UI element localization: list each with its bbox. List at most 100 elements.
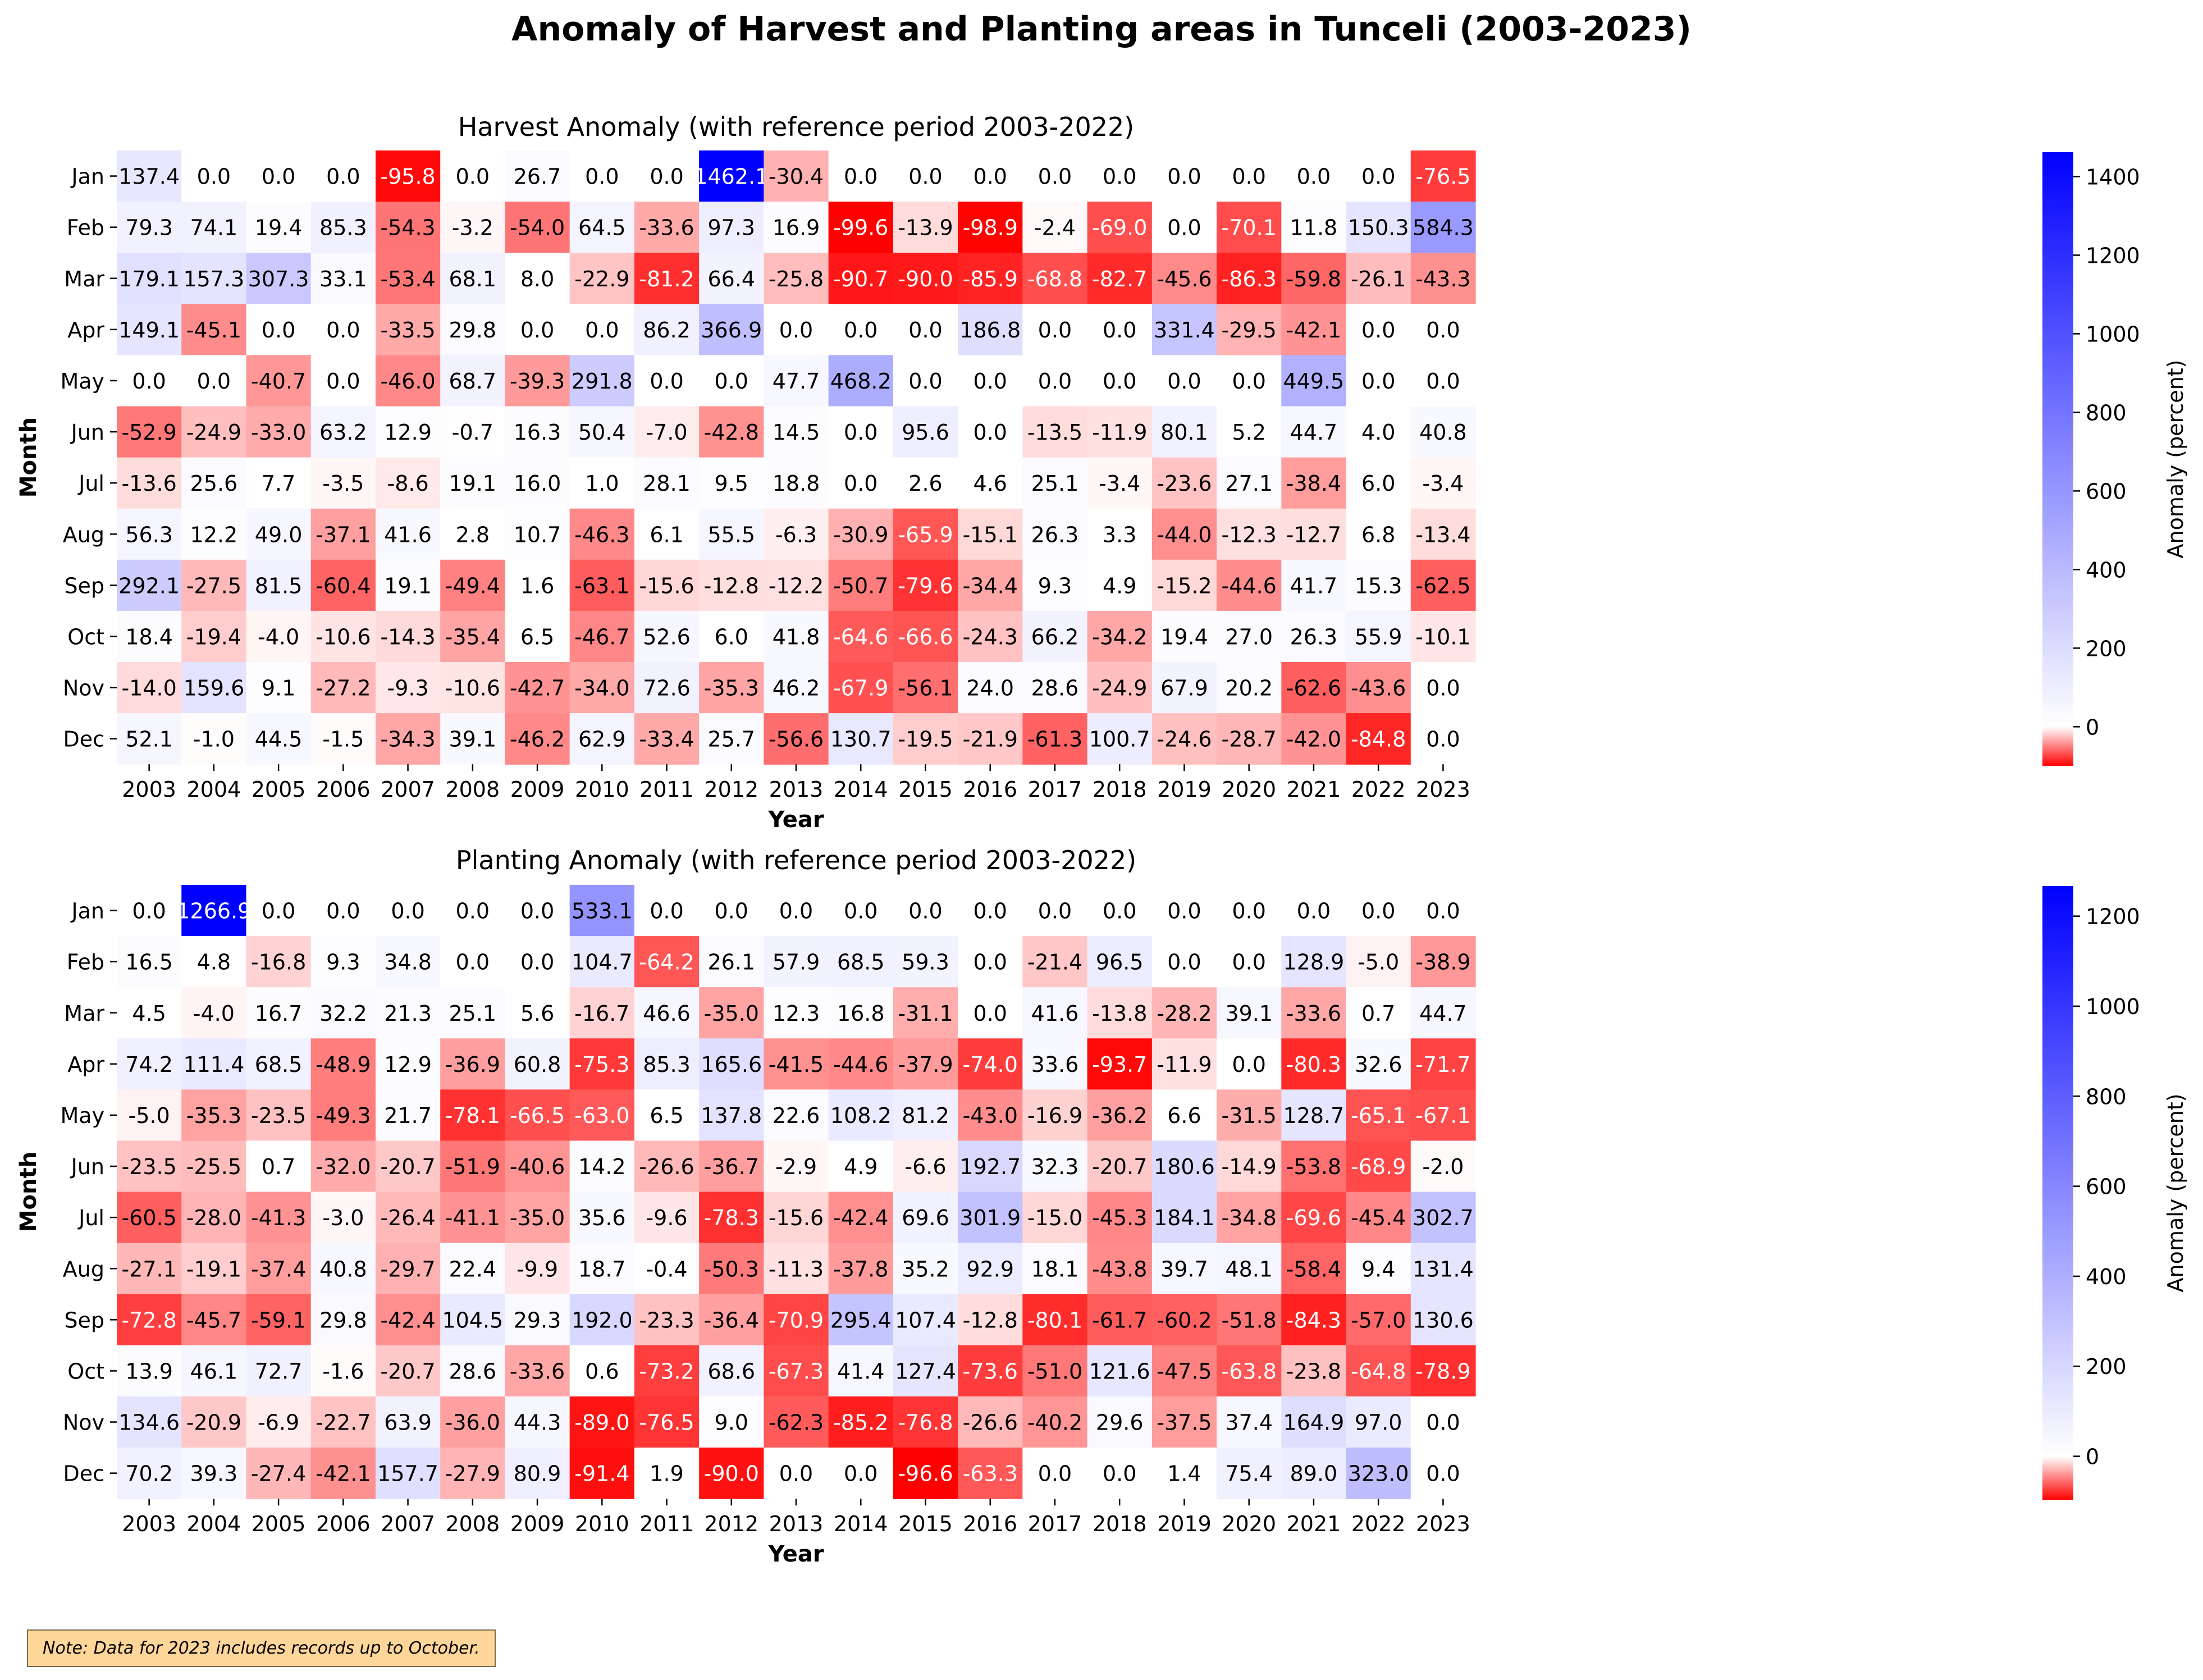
colorbar-label: Anomaly (percent) <box>2163 360 2188 559</box>
heatmap-cell <box>893 559 958 611</box>
heatmap-cell <box>117 1089 182 1142</box>
heatmap-cell <box>1217 610 1282 663</box>
cell-value-label: 104.7 <box>572 950 633 975</box>
heatmap-cell <box>1346 559 1411 611</box>
heatmap-cell <box>634 1191 700 1244</box>
colorbar-tick-label: 200 <box>2086 1354 2127 1379</box>
cell-value-label: -84.8 <box>1351 727 1406 752</box>
cell-value-label: -67.9 <box>833 676 888 701</box>
heatmap-cell <box>310 713 376 765</box>
heatmap-cell <box>893 1140 958 1193</box>
cell-value-label: -27.2 <box>316 676 371 701</box>
heatmap-cell <box>181 885 247 937</box>
cell-value-label: -26.4 <box>380 1206 435 1230</box>
cell-value-label: 44.7 <box>1290 420 1338 445</box>
cell-value-label: -62.6 <box>1286 676 1341 701</box>
cell-value-label: -44.0 <box>1157 522 1212 547</box>
heatmap-cell <box>958 1089 1023 1142</box>
cell-value-label: 12.9 <box>384 420 432 445</box>
heatmap-cell <box>828 1191 894 1244</box>
heatmap-cell <box>569 1089 635 1142</box>
y-tick-label: Oct <box>67 1359 104 1384</box>
cell-value-label: -41.3 <box>251 1206 306 1230</box>
y-tick-label: Feb <box>67 216 104 240</box>
y-tick-label: Jan <box>70 165 104 189</box>
cell-value-label: 0.0 <box>1426 369 1460 394</box>
heatmap-cell <box>1410 1345 1476 1397</box>
cell-value-label: 307.3 <box>248 267 309 291</box>
heatmap-cell <box>634 610 700 663</box>
cell-value-label: 6.5 <box>520 624 554 649</box>
cell-value-label: 0.0 <box>973 1001 1007 1026</box>
cell-value-label: 22.6 <box>773 1103 820 1128</box>
cell-value-label: 0.0 <box>262 899 295 924</box>
heatmap-cell <box>310 987 376 1039</box>
cell-value-label: 46.1 <box>190 1359 238 1384</box>
heatmap-cell <box>1151 1294 1217 1346</box>
cell-value-label: -95.8 <box>380 165 435 189</box>
cell-value-label: 52.1 <box>125 727 173 752</box>
heatmap-cell <box>1087 885 1153 937</box>
cell-value-label: -3.2 <box>452 216 493 240</box>
heatmap-cell <box>440 406 506 458</box>
cell-value-label: 39.3 <box>190 1462 238 1486</box>
heatmap-cell <box>634 355 700 407</box>
cell-value-label: 2.8 <box>456 522 490 547</box>
heatmap-cell <box>958 885 1023 937</box>
cell-value-label: 0.0 <box>650 899 683 924</box>
cell-value-label: -14.9 <box>1222 1154 1277 1179</box>
cell-value-label: 39.7 <box>1160 1257 1208 1281</box>
cell-value-label: 0.0 <box>1426 1462 1460 1486</box>
heatmap-cell <box>1281 885 1347 937</box>
cell-value-label: -29.7 <box>380 1257 435 1281</box>
cell-value-label: -76.5 <box>1415 165 1470 189</box>
y-tick-label: Aug <box>63 1257 104 1281</box>
cell-value-label: -5.0 <box>1358 950 1399 975</box>
cell-value-label: 0.0 <box>715 369 748 394</box>
heatmap-cell <box>1087 987 1153 1039</box>
heatmap-cell <box>569 662 635 714</box>
cell-value-label: -1.6 <box>322 1359 364 1384</box>
cell-value-label: 0.0 <box>262 165 295 189</box>
cell-value-label: -90.7 <box>833 267 888 291</box>
heatmap-cell <box>1217 1448 1282 1499</box>
cell-value-label: 0.0 <box>1361 899 1395 924</box>
heatmap-cell <box>246 1089 312 1142</box>
cell-value-label: 59.3 <box>902 950 949 975</box>
cell-value-label: 0.0 <box>1297 899 1331 924</box>
x-tick-label: 2016 <box>963 1512 1017 1536</box>
cell-value-label: 16.5 <box>125 950 173 975</box>
cell-value-label: -0.4 <box>646 1257 687 1281</box>
cell-value-label: 0.0 <box>1167 950 1201 975</box>
cell-value-label: 137.8 <box>701 1103 762 1128</box>
heatmap-cell <box>569 457 635 509</box>
heatmap-cell <box>828 1038 894 1090</box>
cell-value-label: 25.7 <box>707 727 755 752</box>
heatmap-cell <box>699 150 764 202</box>
heatmap-cell <box>505 662 570 714</box>
heatmap-cell <box>440 1243 506 1295</box>
cell-value-label: -10.6 <box>445 676 500 701</box>
heatmap-cell <box>1281 662 1347 714</box>
heatmap-cell <box>1410 304 1476 355</box>
x-tick-label: 2017 <box>1028 777 1082 802</box>
cell-value-label: 49.0 <box>255 522 303 547</box>
heatmap-cell <box>1410 150 1476 202</box>
cell-value-label: 1.9 <box>650 1462 683 1486</box>
heatmap-cell <box>893 936 958 988</box>
heatmap-cell <box>440 885 506 937</box>
heatmap-cell <box>1346 1345 1411 1397</box>
cell-value-label: 80.1 <box>1160 420 1208 445</box>
heatmap-cell <box>375 1243 441 1295</box>
heatmap-cell <box>1087 1191 1153 1244</box>
heatmap-cell <box>1151 987 1217 1039</box>
heatmap-cell <box>893 1243 958 1295</box>
heatmap-cell <box>893 355 958 407</box>
y-tick-label: Jun <box>70 1154 104 1179</box>
heatmap-cell <box>893 1448 958 1499</box>
heatmap-cell <box>1346 406 1411 458</box>
cell-value-label: 0.0 <box>844 420 877 445</box>
heatmap-cell <box>1217 1294 1282 1346</box>
cell-value-label: -34.0 <box>574 676 629 701</box>
cell-value-label: -0.7 <box>452 420 493 445</box>
